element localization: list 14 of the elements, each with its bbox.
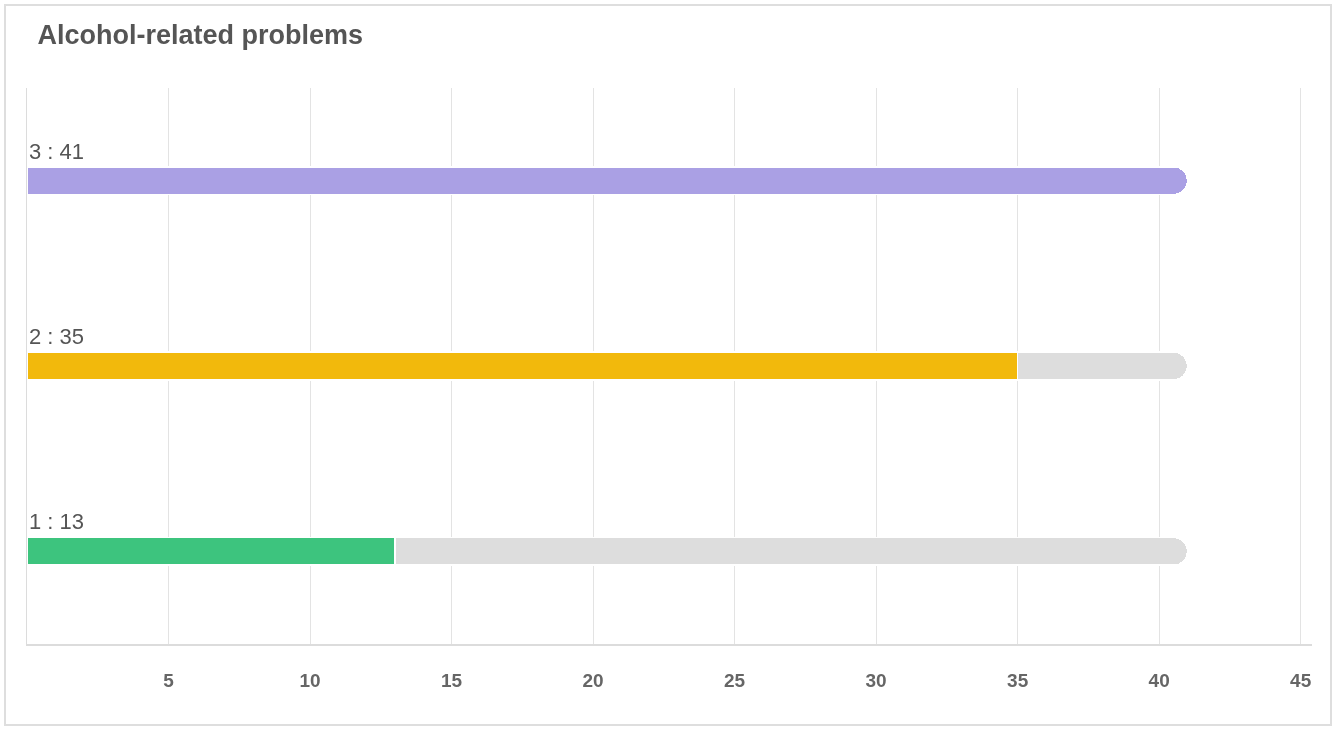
chart-title: Alcohol-related problems bbox=[37, 20, 364, 51]
x-tick-label: 25 bbox=[724, 669, 746, 691]
x-tick-label: 5 bbox=[163, 669, 175, 691]
x-tick-label: 10 bbox=[299, 669, 321, 691]
x-tick-label: 20 bbox=[582, 669, 604, 691]
x-tick-label: 15 bbox=[440, 669, 463, 691]
x-tick-label: 40 bbox=[1148, 669, 1170, 691]
x-tick-label: 45 bbox=[1290, 669, 1312, 691]
x-tick-label: 30 bbox=[865, 669, 887, 691]
bar bbox=[27, 166, 1189, 196]
data-label: 1 : 13 bbox=[29, 509, 85, 534]
x-tick-label: 35 bbox=[1007, 669, 1029, 691]
data-label: 3 : 41 bbox=[29, 139, 85, 164]
data-label: 2 : 35 bbox=[29, 324, 85, 349]
